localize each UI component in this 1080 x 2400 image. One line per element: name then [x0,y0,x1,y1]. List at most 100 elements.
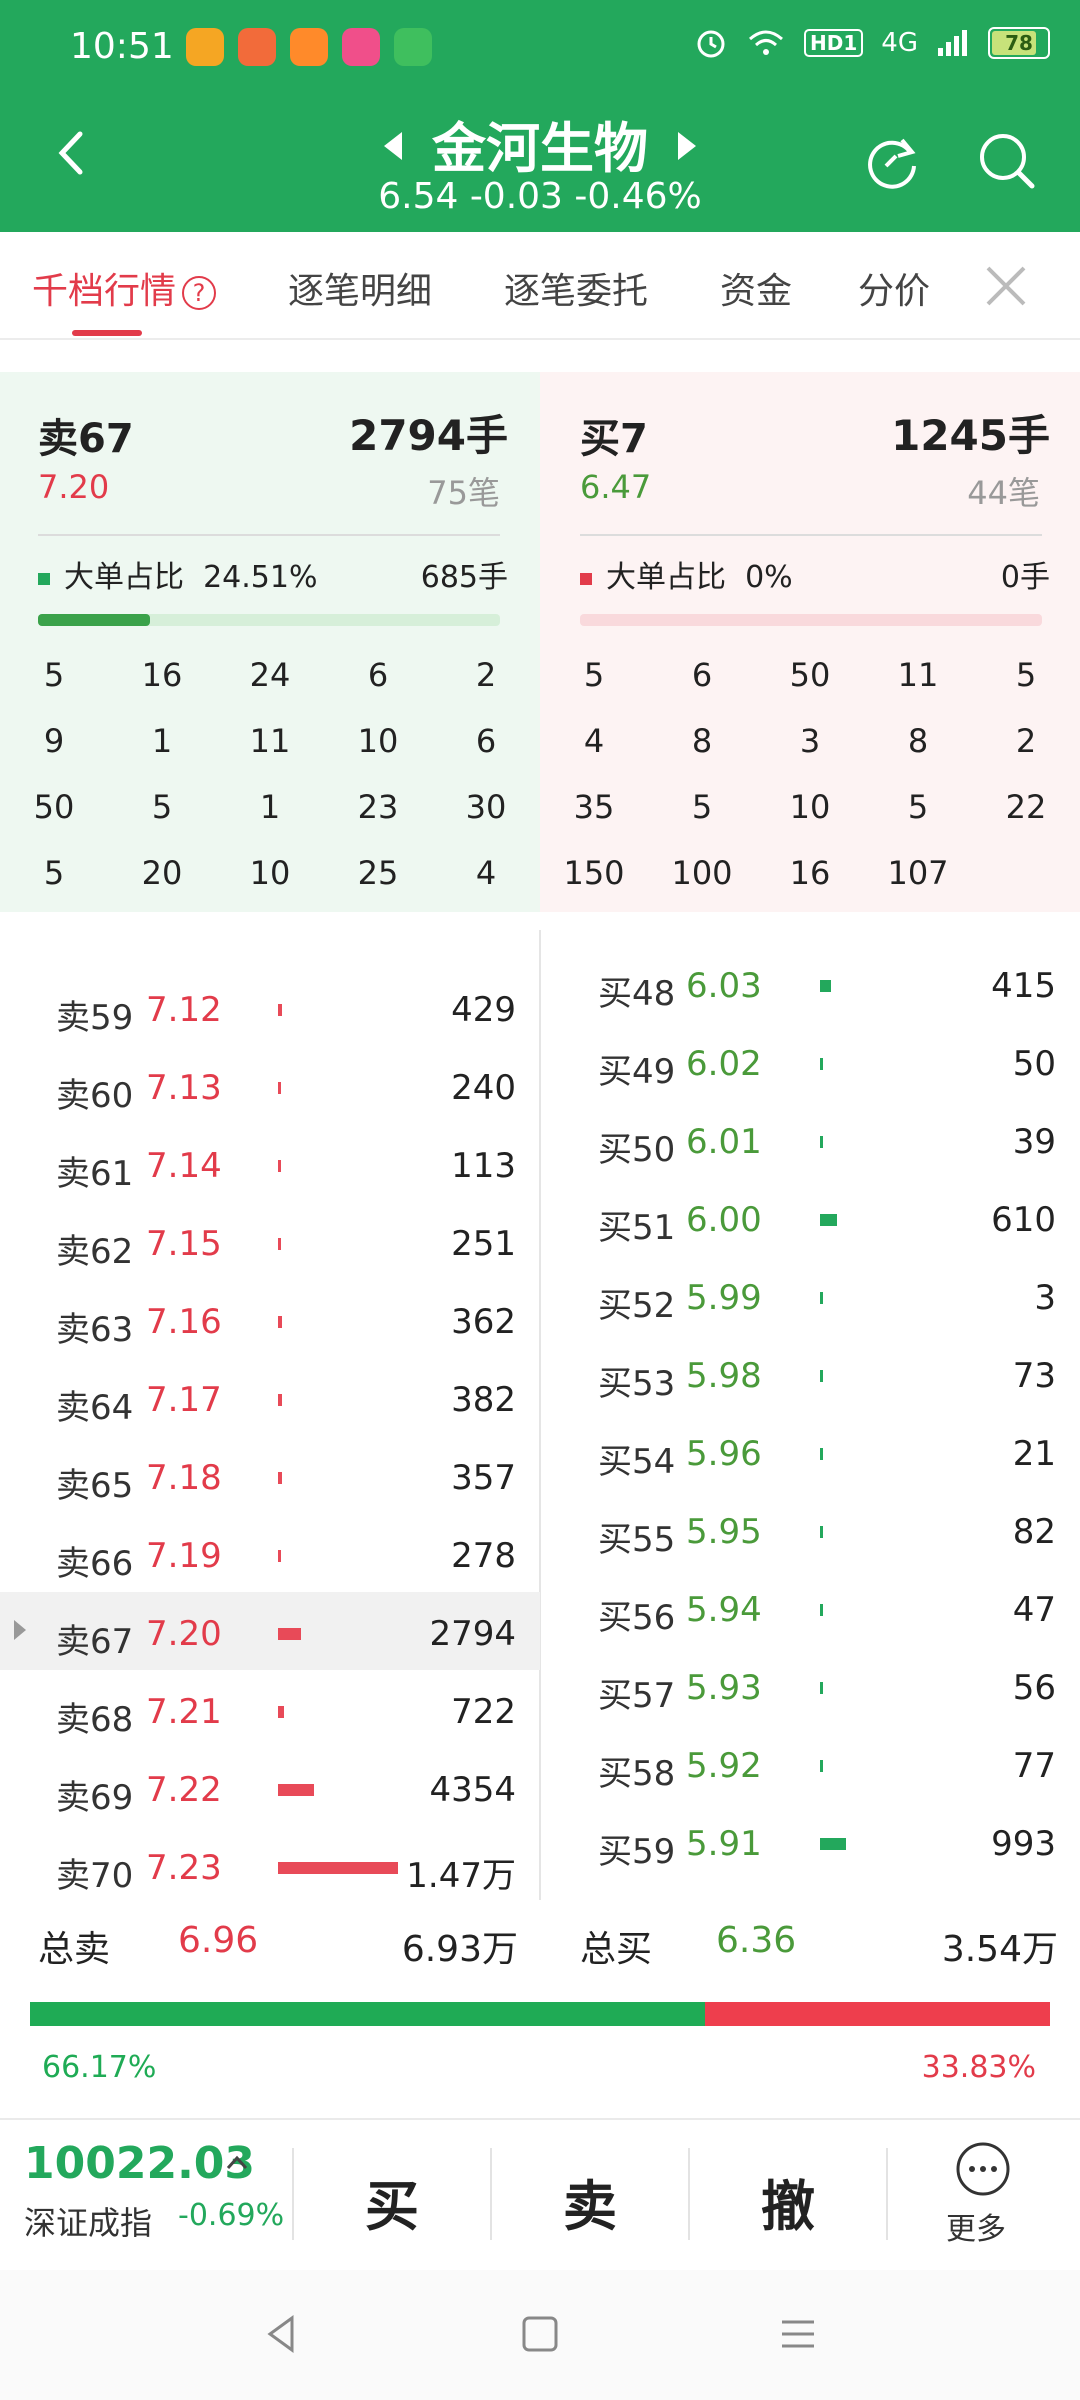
help-icon[interactable]: ? [182,276,217,310]
sell-level-price: 7.21 [146,1692,222,1732]
buy-level-label: 买54 [598,1442,676,1482]
order-size-cell: 25 [357,854,399,892]
sell-level-label: 卖66 [56,1544,134,1584]
app-notification-icon [238,28,276,66]
more-icon[interactable] [954,2140,1012,2198]
order-size-cell: 5 [43,854,65,892]
total-buy-volume: 3.54万 [941,1929,1058,1970]
order-size-cell: 150 [563,854,625,892]
order-size-cell: 20 [141,854,183,892]
order-size-cell: 35 [573,788,615,826]
buy-level-volume: 50 [1012,1044,1056,1084]
sell-big-order-volume: 685手 [420,560,508,595]
tab-bar: 千档行情? 逐笔明细 逐笔委托 资金 分价 [0,232,1080,340]
sell-level-label: 卖68 [56,1700,134,1740]
tab-order-entrust[interactable]: 逐笔委托 [504,271,649,312]
buy-percentage: 33.83% [921,2050,1036,2085]
buy-level-price: 5.96 [686,1434,762,1474]
tab-tick-details[interactable]: 逐笔明细 [288,271,433,312]
sell-ratio-fill [38,614,150,626]
sell-level-volume: 357 [451,1458,516,1498]
hd-badge: HD1 [804,29,864,57]
prev-stock-icon[interactable] [384,132,402,160]
sell-level-price: 7.13 [146,1068,222,1108]
buy-volume-bar [820,980,831,992]
battery-icon: 78 [988,27,1050,59]
cancel-order-button[interactable]: 撤 [761,2175,815,2238]
app-notification-icon [342,28,380,66]
order-size-cell: 50 [789,656,831,694]
buy-level-volume: 47 [1012,1590,1056,1630]
order-size-cell: 4 [583,722,605,760]
sell-level-volume: 240 [451,1068,516,1108]
sell-level-volume: 722 [451,1692,516,1732]
book-divider [539,930,541,1900]
divider [580,534,1042,536]
order-size-cell: 2 [1015,722,1037,760]
buy-level-label: 买59 [598,1832,676,1872]
sell-level-volume: 2794 [429,1614,516,1654]
buy-level-volume: 610 [991,1200,1056,1240]
buy-level-price: 6.02 [686,1044,762,1084]
sell-volume-bar [278,1784,314,1796]
order-size-cell: 100 [671,854,733,892]
order-size-cell: 23 [357,788,399,826]
order-size-cell: 24 [249,656,291,694]
buy-level-label: 买52 [598,1286,676,1326]
order-size-cell: 1 [259,788,281,826]
sell-volume-bar [278,1472,282,1484]
buy-level-price: 5.93 [686,1668,762,1708]
app-header: 10:51 HD1 4G 78 金河生物 6.54 -0.03 -0.46% [0,0,1080,232]
more-button[interactable]: 更多 [946,2212,1006,2247]
buy-button[interactable]: 买 [365,2175,419,2238]
order-size-cell: 8 [691,722,713,760]
nav-back-icon[interactable] [260,2312,304,2356]
sell-volume-bar [278,1316,282,1328]
tab-capital[interactable]: 资金 [720,271,793,312]
signal-icon [938,30,967,56]
search-icon[interactable] [976,130,1038,192]
sell-level-price: 7.20 [146,1614,222,1654]
sell-level-label: 卖67 [56,1622,134,1662]
nav-menu-icon[interactable] [776,2312,820,2356]
total-sell-label: 总卖 [38,1929,111,1970]
index-value[interactable]: 10022.03 [24,2138,256,2189]
system-nav-bar [0,2270,1080,2400]
order-size-cell: 4 [475,854,497,892]
buy-level-volume: 56 [1012,1668,1056,1708]
sell-level-label: 卖67 [38,416,134,462]
order-size-cell: 22 [1005,788,1047,826]
next-stock-icon[interactable] [678,132,696,160]
sell-button[interactable]: 卖 [563,2175,617,2238]
order-size-cell: 50 [33,788,75,826]
tab-price-distribution[interactable]: 分价 [858,271,931,312]
order-size-cell: 5 [1015,656,1037,694]
buy-level-label: 买51 [598,1208,676,1248]
buy-level-label: 买50 [598,1130,676,1170]
total-buy-label: 总买 [580,1929,653,1970]
buy-level-price: 6.00 [686,1200,762,1240]
order-size-cell: 5 [583,656,605,694]
app-notification-icon [186,28,224,66]
refresh-icon[interactable] [862,130,924,192]
chevron-up-icon[interactable] [226,2152,248,2174]
buy-level-label: 买49 [598,1052,676,1092]
message-notification-icon [394,28,432,66]
separator [688,2148,690,2240]
back-icon[interactable] [50,130,96,176]
nav-home-icon[interactable] [518,2312,562,2356]
sell-level-volume: 429 [451,990,516,1030]
sell-level-volume: 2794手 [349,411,508,460]
sell-volume-bar [278,1706,284,1718]
sell-level-volume: 113 [451,1146,516,1186]
sell-summary-panel: 卖67 2794手 7.20 75笔 大单占比 24.51% 685手 5 16 2… [0,372,540,912]
buy-volume-bar [820,1370,823,1382]
buy-level-volume: 993 [991,1824,1056,1864]
close-icon[interactable] [982,262,1030,310]
buy-volume-bar [820,1214,837,1226]
tab-order-depth[interactable]: 千档行情? [32,262,217,314]
buy-level-volume: 21 [1012,1434,1056,1474]
separator [292,2148,294,2240]
wifi-icon [749,30,784,55]
order-size-cell: 5 [691,788,713,826]
